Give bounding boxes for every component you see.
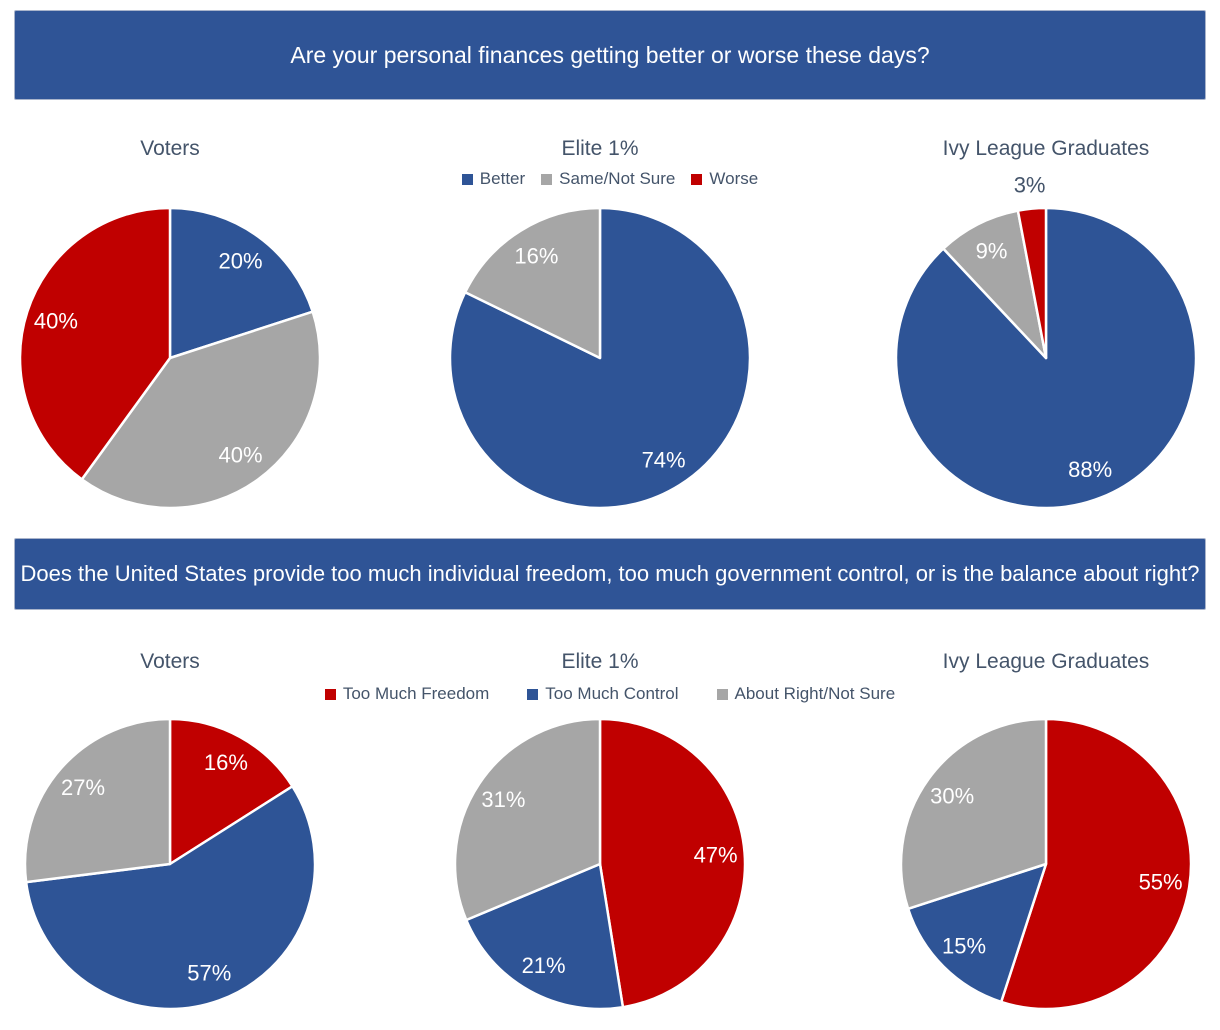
pie-title: Ivy League Graduates (942, 137, 1150, 160)
legend-item-same-not-sure: Same/Not Sure (541, 169, 675, 189)
pie-slice-label: 20% (218, 248, 262, 273)
legend-item-about-right: About Right/Not Sure (716, 684, 896, 704)
pie-chart-voters-finances: Voters 20% 40% 40% (10, 135, 330, 517)
legend-color-swatch (541, 173, 553, 185)
pie-slice-too-much-freedom (168, 717, 294, 866)
pie-slice-label: 16% (204, 750, 248, 775)
pie-title: Ivy League Graduates (942, 650, 1150, 673)
pie-svg-elite-finances: 74% 16% (448, 206, 752, 510)
legend-label: Worse (709, 169, 759, 188)
question-banner: Does the United States provide too much … (14, 538, 1206, 610)
pie-title: Elite 1% (561, 137, 639, 160)
pie-svg-ivy-finances: 88% 9% 3% (894, 172, 1198, 510)
pie-slice-too-much-control (465, 862, 625, 1011)
pie-slice-same-not-sure (80, 310, 322, 510)
legend-label: Too Much Freedom (342, 684, 490, 703)
pie-title: Voters (140, 137, 200, 160)
question-text: Are your personal finances getting bette… (290, 41, 930, 68)
pie-chart-elite-finances: Elite 1% 74% 16% (440, 135, 760, 517)
pie-chart-ivy-finances: Ivy League Graduates 88% 9% 3% (886, 135, 1206, 517)
legend-color-swatch (691, 173, 703, 185)
legend-label: About Right/Not Sure (734, 684, 896, 703)
pie-slice-better (894, 206, 1198, 510)
pie-slice-about-right-not-sure (899, 717, 1048, 911)
pie-slice-label: 40% (34, 308, 78, 333)
legend-item-too-much-freedom: Too Much Freedom (324, 684, 490, 704)
legend-color-swatch (461, 173, 473, 185)
legend-label: Better (479, 169, 526, 188)
legend-item-worse: Worse (691, 169, 758, 189)
chart-legend: Too Much Freedom Too Much Control About … (0, 684, 1220, 704)
pie-slice-label: 16% (514, 244, 558, 269)
legend-color-swatch (527, 688, 539, 700)
pie-slice-worse (1016, 206, 1048, 360)
pie-title: Voters (140, 650, 200, 673)
question-text: Does the United States provide too much … (20, 561, 1200, 586)
pie-slice-about-right-not-sure (23, 717, 172, 884)
pie-slice-label: 57% (187, 961, 231, 986)
pie-slice-label: 31% (481, 787, 525, 812)
pie-slice-same-not-sure (463, 206, 602, 360)
pie-slice-label: 15% (942, 934, 986, 959)
pie-slice-label: 88% (1068, 457, 1112, 482)
pie-slice-too-much-freedom (999, 717, 1193, 1011)
pie-slice-label: 21% (522, 953, 566, 978)
pie-slice-label: 47% (694, 842, 738, 867)
pie-title: Elite 1% (561, 650, 639, 673)
legend-label: Same/Not Sure (559, 169, 676, 188)
chart-legend: Better Same/Not Sure Worse (0, 169, 1220, 189)
pie-slice-label: 55% (1139, 870, 1183, 895)
pie-slice-worse (18, 206, 172, 481)
pie-slice-label: 74% (642, 447, 686, 472)
pie-chart-elite-freedom: Elite 1% 47% 21% 31% (440, 648, 760, 1030)
legend-label: Too Much Control (545, 684, 679, 703)
pie-slice-label: 30% (930, 783, 974, 808)
pie-slice-same-not-sure (942, 209, 1048, 360)
pie-slice-better (168, 206, 314, 360)
pie-slice-label: 40% (218, 443, 262, 468)
pie-slice-too-much-freedom (598, 717, 747, 1009)
pie-slice-label: 3% (1014, 172, 1046, 197)
legend-item-better: Better (461, 169, 526, 189)
pie-chart-ivy-freedom: Ivy League Graduates 55% 15% 30% (886, 648, 1206, 1030)
pie-slice-about-right-not-sure (453, 717, 602, 922)
pie-chart-voters-freedom: Voters 16% 57% 27% (10, 648, 330, 1030)
pie-slice-too-much-control (24, 785, 317, 1011)
question-banner: Are your personal finances getting bette… (14, 10, 1206, 100)
pie-slice-label: 27% (61, 775, 105, 800)
legend-item-too-much-control: Too Much Control (527, 684, 679, 704)
legend-color-swatch (324, 688, 336, 700)
pie-slice-label: 9% (976, 239, 1008, 264)
legend-color-swatch (716, 688, 728, 700)
pie-svg-elite-freedom: 47% 21% 31% (453, 717, 747, 1011)
pie-svg-ivy-freedom: 55% 15% 30% (899, 717, 1193, 1011)
pie-svg-voters-freedom: 16% 57% 27% (23, 717, 317, 1011)
pie-svg-voters-finances: 20% 40% 40% (18, 206, 322, 510)
